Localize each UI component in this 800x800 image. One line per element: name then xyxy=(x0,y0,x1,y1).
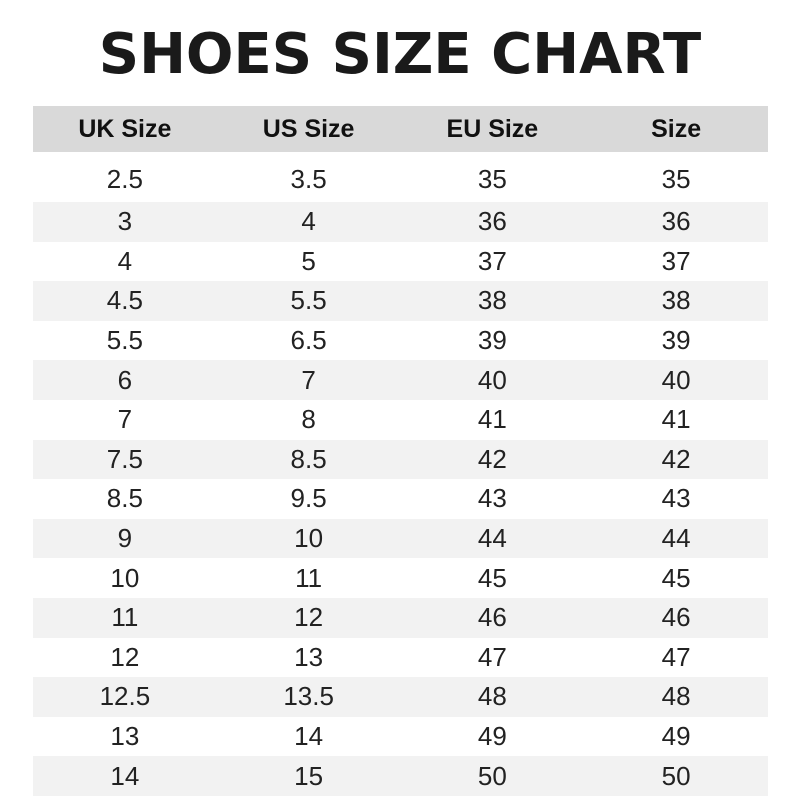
table-cell: 4 xyxy=(301,206,316,237)
table-row: 4.5 5.5 38 38 xyxy=(33,281,768,321)
table-cell: 37 xyxy=(661,245,691,276)
table-cell: 40 xyxy=(661,364,691,395)
table-cell: 44 xyxy=(661,523,691,554)
page-title: SHOES SIZE CHART xyxy=(98,22,702,87)
table-cell: 14 xyxy=(110,760,140,791)
table-cell: 44 xyxy=(477,523,507,554)
table-row: 4 5 37 37 xyxy=(33,242,768,282)
table-cell: 6 xyxy=(117,364,133,395)
table-cell: 13.5 xyxy=(283,681,334,712)
table-cell: 36 xyxy=(661,206,691,237)
header-eu-size: EU Size xyxy=(446,114,539,143)
table-cell: 43 xyxy=(661,483,691,514)
table-cell: 38 xyxy=(661,285,691,316)
table-cell: 47 xyxy=(477,641,507,672)
table-row: 11 12 46 46 xyxy=(33,597,768,638)
table-cell: 46 xyxy=(477,602,507,633)
table-cell: 41 xyxy=(477,404,507,435)
table-cell: 5 xyxy=(301,245,316,276)
table-cell: 45 xyxy=(477,562,507,593)
table-cell: 50 xyxy=(477,760,507,791)
table-cell: 12 xyxy=(294,602,324,633)
table-header: UK Size US Size EU Size Size xyxy=(33,106,768,152)
table-row: 7 8 41 41 xyxy=(33,400,768,440)
table-row: 7.5 8.5 42 42 xyxy=(33,439,768,480)
table-cell: 6.5 xyxy=(290,325,327,356)
table-row: 12 13 47 47 xyxy=(33,638,768,678)
table-cell: 37 xyxy=(477,245,507,276)
table-cell: 5.5 xyxy=(106,325,143,356)
table-body: 2.5 3.5 35 35 3 4 36 36 4 5 37 37 4.5 5.5 38 38 5.5 6.5 39… xyxy=(33,157,768,796)
table-cell: 5.5 xyxy=(290,285,327,316)
table-cell: 11 xyxy=(295,562,323,593)
table-cell: 47 xyxy=(661,641,691,672)
table-cell: 8.5 xyxy=(290,443,327,474)
table-cell: 35 xyxy=(477,164,507,194)
table-cell: 8 xyxy=(301,404,316,435)
table-cell: 10 xyxy=(294,523,324,554)
size-table: UK Size US Size EU Size Size 2.5 3.5 35 35 3… xyxy=(33,106,768,796)
table-cell: 39 xyxy=(661,325,691,356)
table-row: 2.5 3.5 35 35 xyxy=(33,157,768,202)
table-cell: 13 xyxy=(110,721,140,752)
table-cell: 7.5 xyxy=(106,443,143,474)
table-row: 9 10 44 44 xyxy=(33,518,768,559)
table-cell: 43 xyxy=(477,483,507,514)
table-cell: 41 xyxy=(661,404,691,435)
table-cell: 48 xyxy=(477,681,507,712)
table-cell: 11 xyxy=(111,602,139,633)
table-cell: 3 xyxy=(117,206,133,237)
table-cell: 45 xyxy=(661,562,691,593)
table-row: 8.5 9.5 43 43 xyxy=(33,479,768,519)
table-row: 5.5 6.5 39 39 xyxy=(33,321,768,361)
table-cell: 50 xyxy=(661,760,691,791)
table-row: 3 4 36 36 xyxy=(33,202,768,242)
table-cell: 42 xyxy=(477,443,507,474)
table-cell: 3.5 xyxy=(290,164,327,194)
table-row: 13 14 49 49 xyxy=(33,717,768,757)
table-cell: 46 xyxy=(661,602,691,633)
table-row: 10 11 45 45 xyxy=(33,558,768,598)
table-cell: 15 xyxy=(294,760,324,791)
table-cell: 49 xyxy=(661,721,691,752)
table-cell: 42 xyxy=(661,443,691,474)
table-cell: 40 xyxy=(477,364,507,395)
table-cell: 7 xyxy=(117,404,133,435)
table-cell: 12 xyxy=(110,641,140,672)
table-cell: 12.5 xyxy=(99,681,151,712)
table-cell: 7 xyxy=(301,364,316,395)
table-cell: 4 xyxy=(117,245,133,276)
table-row: 12.5 13.5 48 48 xyxy=(33,677,768,717)
table-cell: 8.5 xyxy=(106,483,143,514)
table-cell: 4.5 xyxy=(106,285,143,316)
table-cell: 35 xyxy=(661,164,691,194)
table-cell: 48 xyxy=(661,681,691,712)
table-row: 6 7 40 40 xyxy=(33,360,768,400)
table-cell: 9.5 xyxy=(290,483,327,514)
header-us-size: US Size xyxy=(262,114,355,143)
table-cell: 49 xyxy=(477,721,507,752)
table-row: 14 15 50 50 xyxy=(33,756,768,796)
table-cell: 13 xyxy=(294,641,324,672)
table-cell: 36 xyxy=(477,206,507,237)
header-uk-size: UK Size xyxy=(78,114,172,143)
table-cell: 9 xyxy=(117,523,133,554)
table-cell: 2.5 xyxy=(106,164,143,194)
table-cell: 10 xyxy=(110,562,140,593)
table-cell: 14 xyxy=(294,721,324,752)
header-size: Size xyxy=(651,114,702,143)
table-cell: 39 xyxy=(477,325,507,356)
table-cell: 38 xyxy=(477,285,507,316)
